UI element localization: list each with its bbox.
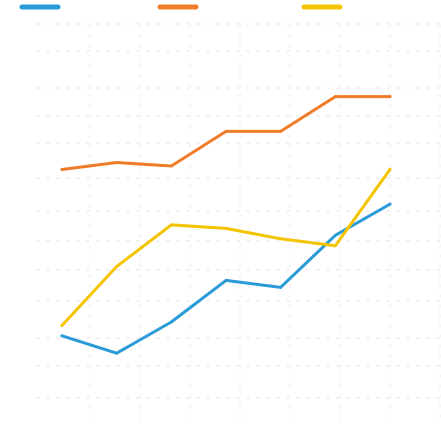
chart-lines bbox=[60, 95, 392, 355]
series-3-point bbox=[60, 323, 64, 327]
series-3-point bbox=[115, 265, 119, 269]
series-2-point bbox=[115, 161, 119, 165]
series-1-point bbox=[279, 285, 283, 289]
series-3-point bbox=[333, 244, 337, 248]
series-1-point bbox=[388, 202, 392, 206]
series-3-point bbox=[169, 223, 173, 227]
series-1-point bbox=[169, 320, 173, 324]
series-3-point bbox=[388, 167, 392, 171]
chart-grid bbox=[36, 23, 441, 420]
series-line-3 bbox=[60, 167, 392, 327]
series-3-point bbox=[224, 226, 228, 230]
series-2-point bbox=[279, 129, 283, 133]
series-2-point bbox=[60, 167, 64, 171]
series-1-point bbox=[333, 233, 337, 237]
series-line-2 bbox=[60, 95, 392, 171]
series-1-point bbox=[224, 278, 228, 282]
series-line-1 bbox=[60, 202, 392, 355]
series-2-point bbox=[333, 95, 337, 99]
series-2-point bbox=[224, 129, 228, 133]
series-2-point bbox=[388, 95, 392, 99]
series-3-point bbox=[279, 237, 283, 241]
series-1-point bbox=[115, 351, 119, 355]
series-2-point bbox=[169, 164, 173, 168]
series-1-point bbox=[60, 334, 64, 338]
